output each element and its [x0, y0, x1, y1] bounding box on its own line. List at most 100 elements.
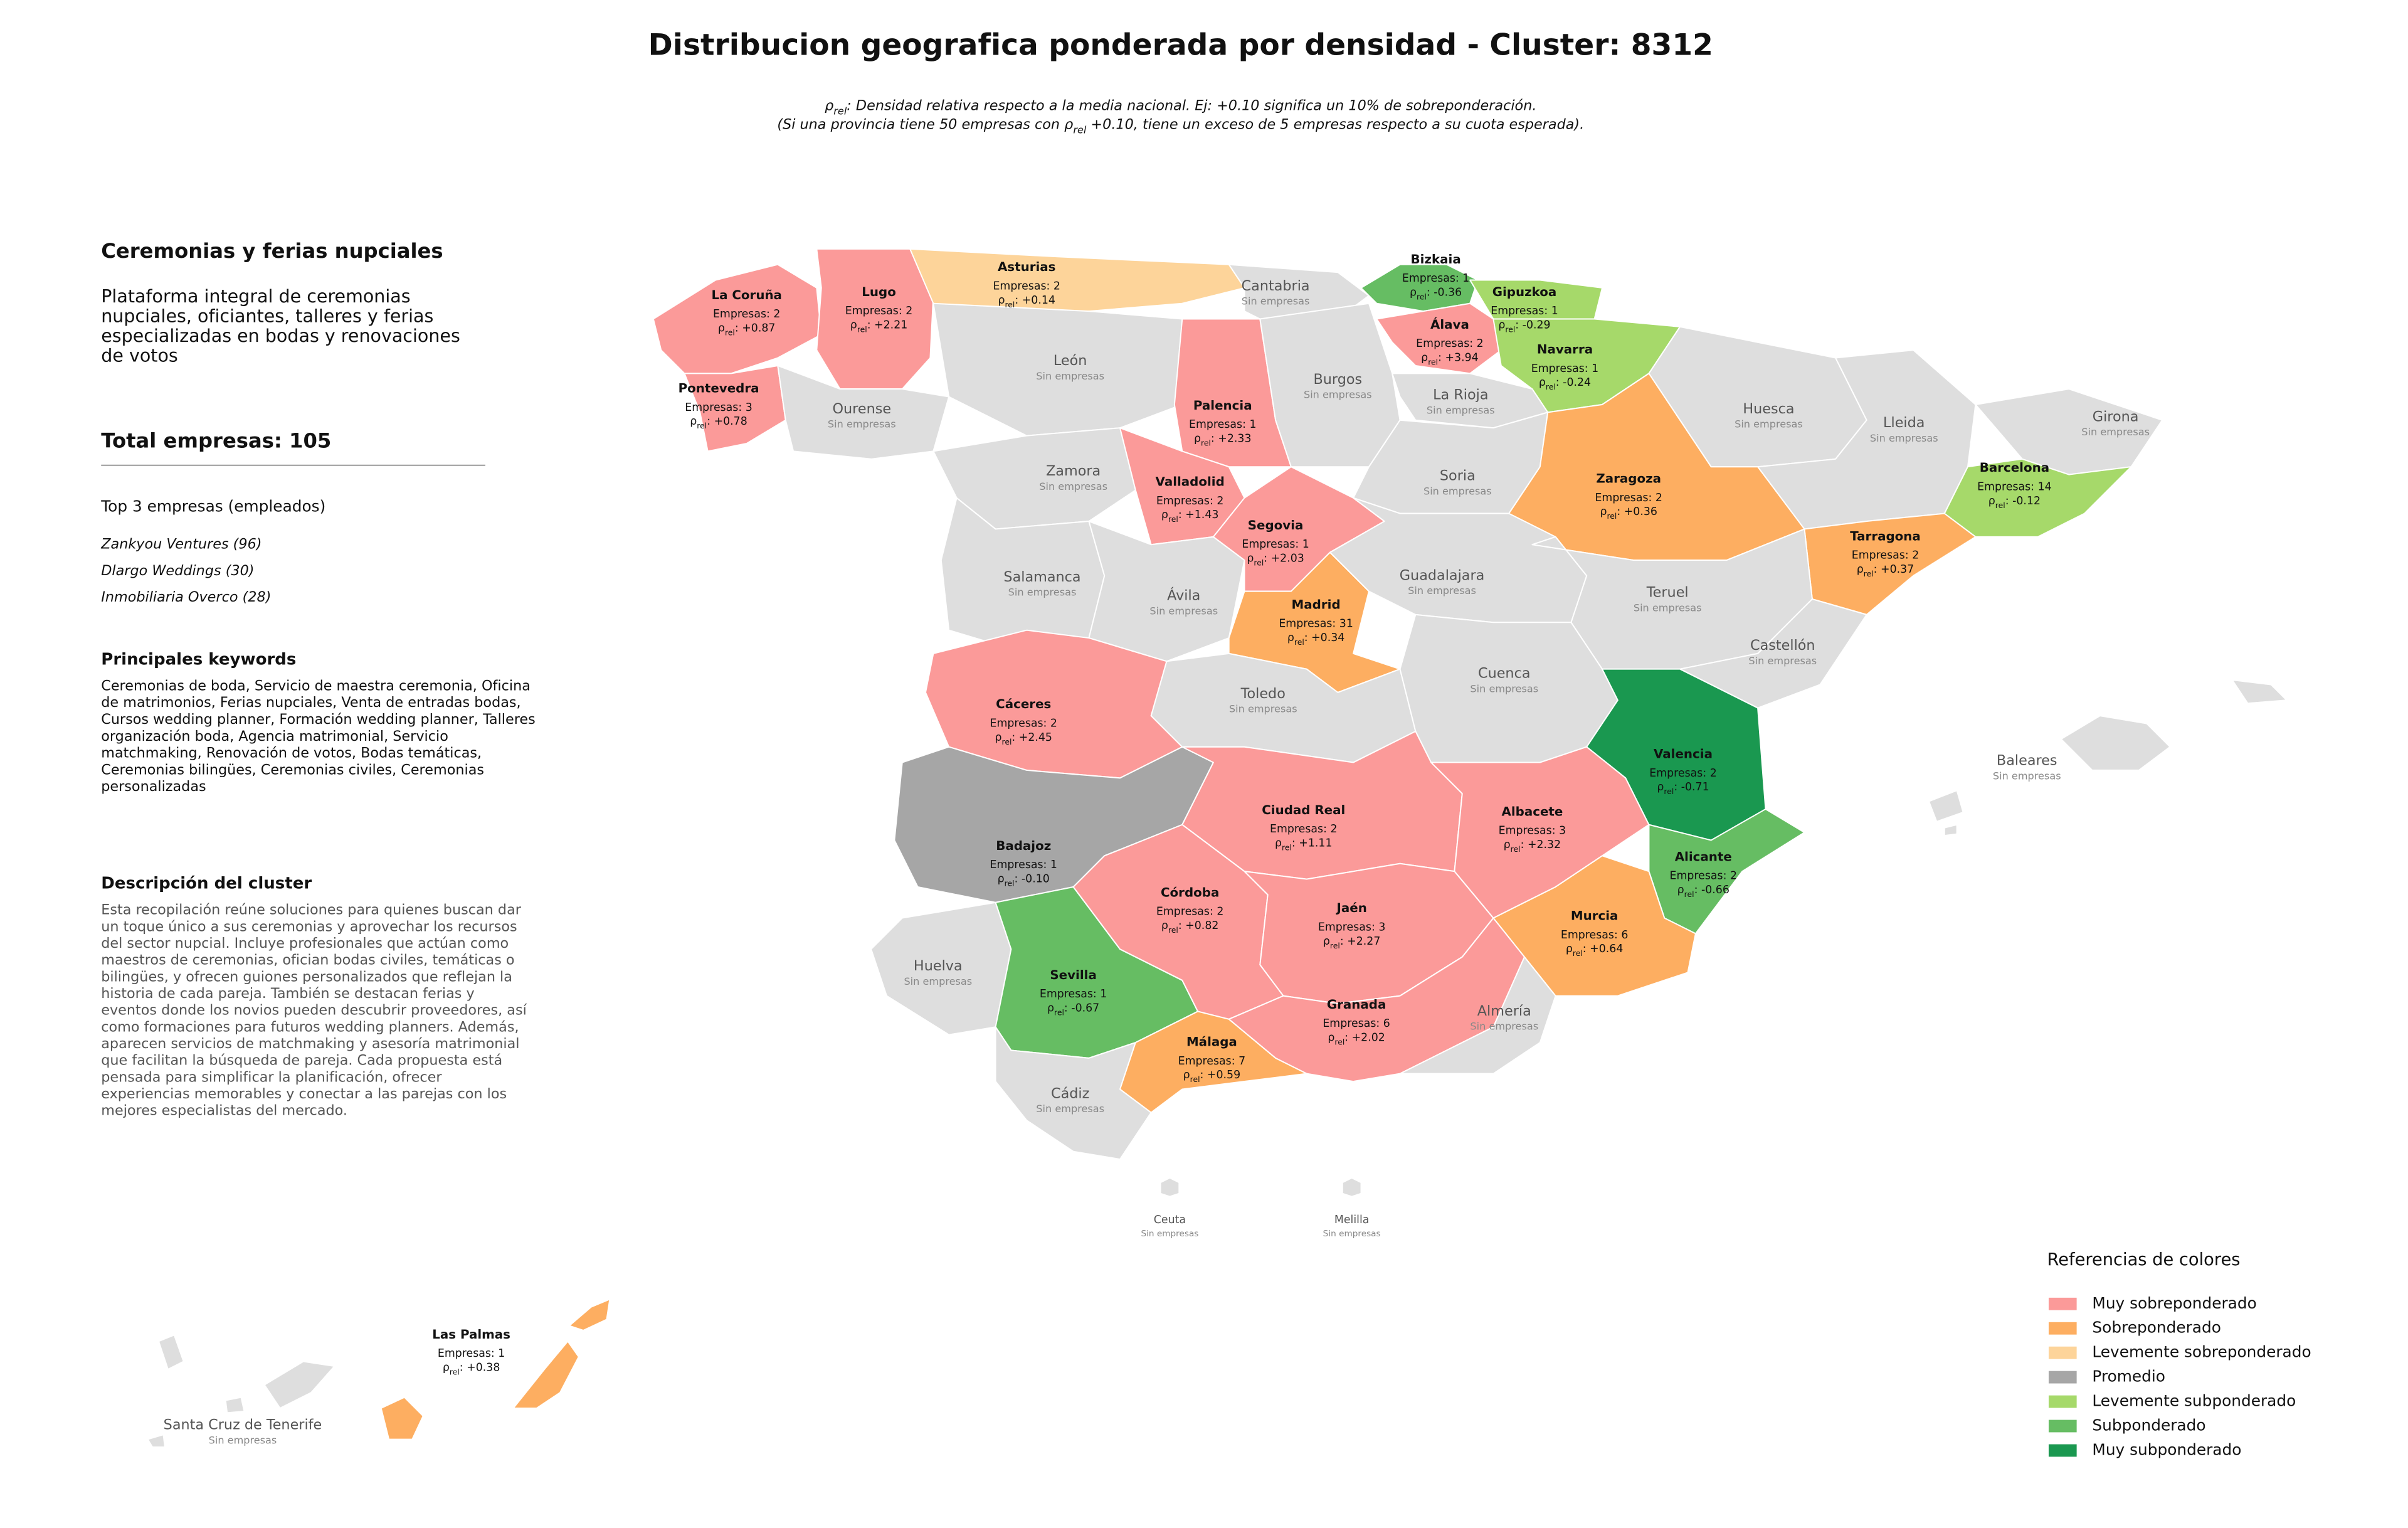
legend-label: Subponderado — [2092, 1416, 2205, 1435]
empty-note: Sin empresas — [904, 975, 972, 987]
subtitle-line: ρrel: Densidad relativa respecto a la me… — [825, 97, 1536, 117]
legend-swatch — [2048, 1444, 2077, 1457]
empty-note: Sin empresas — [1470, 682, 1538, 694]
empresas-label: Empresas: 1 — [1402, 272, 1469, 285]
province-shape — [1159, 1177, 1180, 1197]
empresas-label: Empresas: 6 — [1323, 1017, 1390, 1030]
empresas-label: Empresas: 3 — [1318, 921, 1385, 933]
rho-symbol: ρ — [1047, 1002, 1054, 1014]
empty-note: Sin empresas — [1408, 585, 1476, 597]
province-name: Valladolid — [1156, 475, 1225, 489]
province-shape — [1399, 956, 1556, 1074]
description-line: que facilitan la búsqueda de pareja. Cad… — [101, 1053, 502, 1069]
subtitle-text: : Densidad relativa respecto a la media … — [847, 97, 1536, 114]
rho-value: : +2.45 — [1011, 731, 1052, 744]
empresas-label: Empresas: 1 — [1242, 538, 1309, 551]
rho-label: ρrel: -0.12 — [1988, 495, 2041, 510]
rho-label: ρrel: +2.32 — [1504, 839, 1561, 854]
province-name: Melilla — [1334, 1214, 1370, 1226]
empresas-label: Empresas: 6 — [1561, 929, 1628, 942]
province-shape — [224, 1396, 245, 1414]
empresas-label: Empresas: 7 — [1178, 1055, 1245, 1068]
rho-label: ρrel: -0.71 — [1657, 781, 1709, 796]
province-shape — [1341, 1177, 1362, 1197]
rho-label: ρrel: +0.82 — [1161, 920, 1219, 935]
province-shape — [147, 1434, 166, 1448]
rho-label: ρrel: +2.27 — [1323, 935, 1381, 950]
rho-label: ρrel: +1.43 — [1161, 509, 1219, 524]
province-name: Albacete — [1501, 804, 1563, 819]
empty-note: Sin empresas — [1141, 1229, 1198, 1239]
rho-label: ρrel: -0.10 — [998, 873, 1050, 888]
province-name: Cádiz — [1051, 1085, 1089, 1101]
province-name: Ciudad Real — [1262, 803, 1345, 817]
empty-note: Sin empresas — [1242, 295, 1310, 307]
rho-sub: rel — [1168, 514, 1178, 524]
rho-value: : +0.36 — [1617, 506, 1657, 518]
rho-value: : +2.33 — [1211, 433, 1252, 445]
rho-symbol: ρ — [995, 731, 1001, 744]
province-shape — [158, 1334, 184, 1370]
rho-sub: rel — [1607, 511, 1617, 521]
rho-value: : +0.64 — [1583, 943, 1624, 955]
province-shape — [2231, 679, 2288, 704]
rho-value: : +2.03 — [1264, 553, 1304, 565]
empty-note: Sin empresas — [1735, 418, 1803, 430]
province-name: Salamanca — [1003, 569, 1080, 585]
empresas-label: Empresas: 1 — [1531, 363, 1598, 375]
rho-symbol: ρ — [1504, 839, 1511, 851]
rho-label: ρrel: +0.59 — [1183, 1069, 1240, 1084]
empty-note: Sin empresas — [1039, 480, 1107, 492]
rho-sub: rel — [1573, 948, 1583, 958]
keywords-line: Ceremonias de boda, Servicio de maestra … — [101, 677, 531, 694]
empresas-label: Empresas: 2 — [993, 280, 1060, 292]
province-shape — [380, 1396, 424, 1440]
rho-sub: rel — [697, 421, 707, 430]
empty-note: Sin empresas — [1036, 370, 1104, 382]
rho-sub: rel — [450, 1367, 460, 1376]
province-name: Ávila — [1167, 586, 1200, 604]
legend-swatch — [2048, 1371, 2077, 1384]
empty-note: Sin empresas — [1634, 602, 1702, 613]
empty-note: Sin empresas — [1427, 404, 1495, 416]
empresas-label: Empresas: 2 — [1156, 495, 1223, 507]
info-panel: Ceremonias y ferias nupciales Total empr… — [100, 239, 536, 1119]
rho-sub: rel — [1334, 1037, 1344, 1047]
rho-value: : +2.32 — [1521, 839, 1561, 851]
description-line: pensada para simplificar la planificació… — [101, 1069, 442, 1085]
province-name: Córdoba — [1161, 885, 1219, 899]
rho-sub: rel — [1511, 844, 1521, 854]
rho-value: : +0.37 — [1874, 563, 1914, 576]
rho-label: ρrel: +2.21 — [850, 319, 908, 334]
empresas-label: Empresas: 1 — [1040, 988, 1107, 1000]
empty-note: Sin empresas — [1229, 703, 1297, 715]
description-line: mejores especialistas del mercado. — [101, 1103, 347, 1119]
rho-label: ρrel: -0.67 — [1047, 1002, 1099, 1017]
empresas-label: Empresas: 1 — [990, 859, 1057, 871]
empty-note: Sin empresas — [1470, 1021, 1538, 1032]
empresas-label: Empresas: 1 — [1189, 418, 1256, 431]
rho-value: : +0.87 — [735, 322, 776, 334]
rho-label: ρrel: +2.03 — [1247, 553, 1304, 568]
rho-value: : +0.34 — [1304, 632, 1345, 644]
province-name: Huesca — [1743, 401, 1794, 417]
province-name: Asturias — [998, 260, 1056, 274]
province-shape — [263, 1361, 335, 1409]
province-shape — [932, 302, 1183, 437]
province-name: Navarra — [1537, 342, 1593, 357]
rho-sub: rel — [1864, 569, 1874, 578]
empresas-label: Empresas: 3 — [685, 401, 752, 414]
legend-swatch — [2048, 1395, 2077, 1408]
rho-sub: rel — [833, 105, 847, 117]
total: Total empresas: 105 — [101, 429, 331, 453]
rho-symbol: ρ — [1857, 563, 1864, 576]
province-name: Ceuta — [1154, 1214, 1186, 1226]
province-name: Toledo — [1240, 686, 1286, 702]
rho-label: ρrel: +0.14 — [998, 294, 1055, 309]
provinces — [147, 248, 2288, 1448]
rho-symbol: ρ — [1539, 376, 1546, 389]
province-name: Castellón — [1750, 637, 1815, 654]
legend-swatch — [2048, 1297, 2077, 1310]
